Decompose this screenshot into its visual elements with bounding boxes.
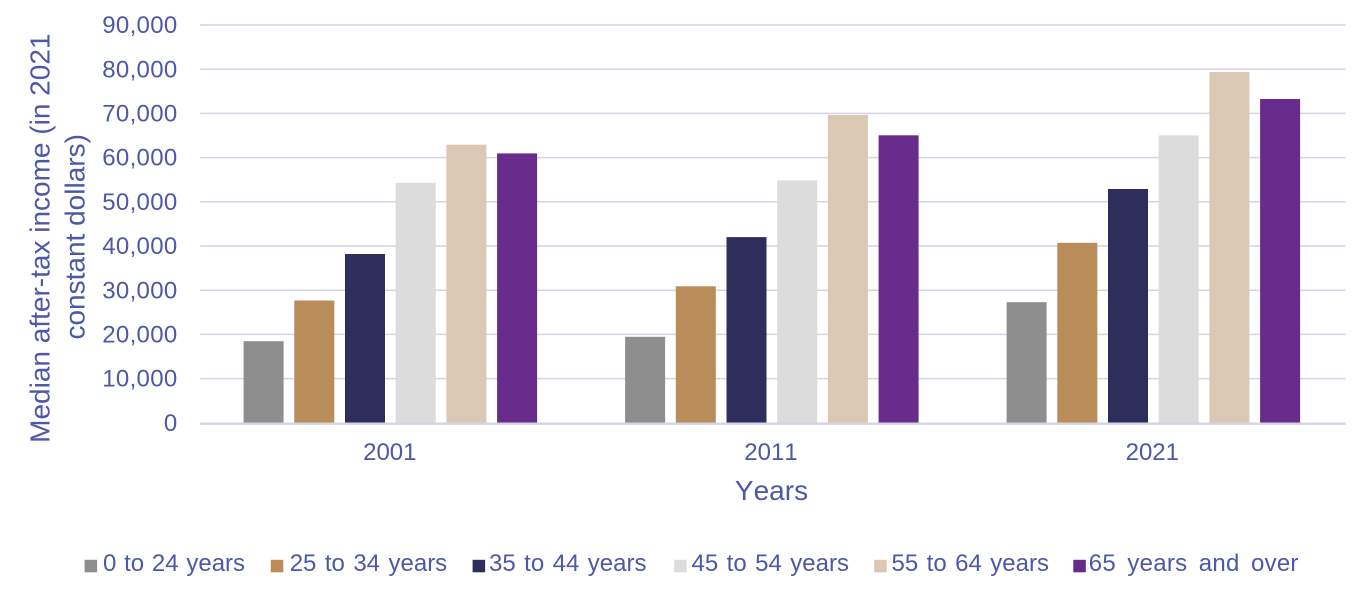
svg-text:30,000: 30,000 [102, 277, 177, 304]
svg-text:20,000: 20,000 [102, 322, 177, 349]
svg-text:Years: Years [735, 475, 808, 506]
svg-text:65 years and over: 65 years and over [1089, 550, 1299, 577]
svg-text:50,000: 50,000 [102, 189, 177, 216]
svg-text:80,000: 80,000 [102, 56, 177, 83]
svg-text:0 to 24 years: 0 to 24 years [103, 550, 245, 577]
svg-text:45 to 54 years: 45 to 54 years [692, 550, 850, 577]
svg-text:2011: 2011 [744, 439, 797, 466]
svg-text:10,000: 10,000 [102, 366, 177, 393]
svg-text:35 to 44 years: 35 to 44 years [489, 550, 647, 577]
svg-text:Median after-tax income (in 20: Median after-tax income (in 2021 [25, 34, 56, 443]
svg-text:70,000: 70,000 [102, 101, 177, 128]
svg-text:0: 0 [164, 410, 178, 437]
svg-text:2001: 2001 [363, 439, 416, 466]
svg-text:55 to 64 years: 55 to 64 years [892, 550, 1050, 577]
svg-text:2021: 2021 [1126, 439, 1179, 466]
svg-text:25 to 34 years: 25 to 34 years [290, 550, 448, 577]
svg-text:90,000: 90,000 [102, 12, 177, 39]
svg-text:constant dollars): constant dollars) [60, 134, 91, 339]
svg-text:40,000: 40,000 [102, 233, 177, 260]
svg-text:60,000: 60,000 [102, 145, 177, 172]
